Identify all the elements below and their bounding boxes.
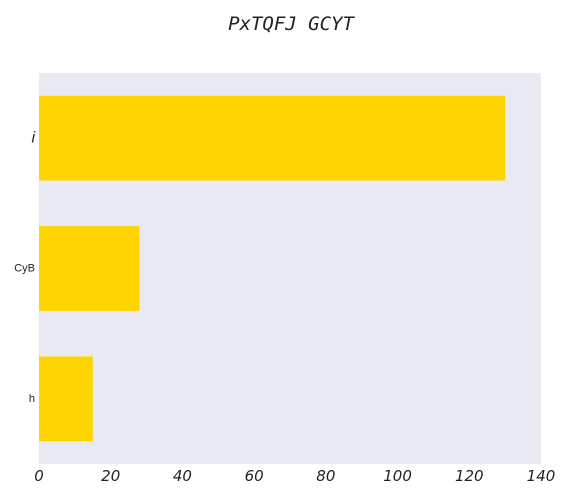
y-tick-labels: i CyB h (14, 130, 35, 405)
y-tick-label: CyB (14, 263, 35, 275)
x-tick-label: 40 (173, 467, 192, 485)
chart-title: PxTQFJ GCYT (228, 13, 355, 35)
y-tick-label: i (31, 130, 35, 147)
x-tick-labels: 0 20 40 60 80 100 120 140 (34, 467, 555, 485)
x-tick-label: 20 (101, 467, 120, 485)
bar-2 (39, 356, 93, 442)
x-tick-label: 60 (245, 467, 264, 485)
x-tick-label: 100 (383, 467, 412, 485)
bar-1 (39, 226, 140, 311)
x-tick-label: 140 (527, 467, 556, 485)
y-tick-label: h (29, 393, 35, 405)
x-tick-label: 120 (455, 467, 484, 485)
bars (39, 95, 506, 442)
bar-0 (39, 95, 506, 181)
x-tick-label: 80 (316, 467, 335, 485)
x-tick-label: 0 (34, 467, 44, 485)
